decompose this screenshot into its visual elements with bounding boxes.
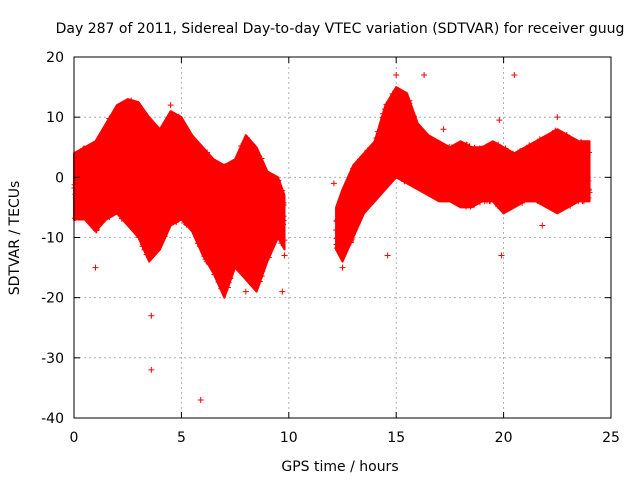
outlier-point (393, 72, 400, 79)
axis-ticks: 0 5 10 15 20 25 -40 -30 -20 -10 0 10 20 (41, 50, 620, 446)
outlier-point (384, 252, 391, 259)
outlier-point (279, 288, 286, 295)
outlier-point (167, 213, 174, 220)
outlier-point (539, 222, 546, 229)
y-tick-label: 20 (46, 50, 64, 66)
outlier-point (281, 252, 288, 259)
y-tick-label: -30 (41, 351, 64, 367)
y-tick-label: -10 (41, 231, 64, 247)
outlier-point (242, 288, 249, 295)
outlier-point (148, 312, 155, 319)
outlier-point (92, 264, 99, 271)
chart-title: Day 287 of 2011, Sidereal Day-to-day VTE… (56, 21, 625, 37)
x-tick-label: 20 (495, 430, 513, 446)
y-tick-label: -20 (41, 291, 64, 307)
outlier-point (457, 168, 464, 175)
x-tick-label: 5 (177, 430, 186, 446)
outlier-point (421, 72, 428, 79)
outlier-point (498, 252, 505, 259)
outlier-point (511, 72, 518, 79)
outlier-point (197, 396, 204, 403)
data-points (71, 72, 593, 403)
outlier-point (167, 102, 174, 109)
outlier-point (339, 264, 346, 271)
data-point-cloud (73, 98, 286, 299)
y-tick-label: 0 (55, 170, 64, 186)
x-tick-label: 15 (387, 430, 405, 446)
y-tick-label: -40 (41, 411, 64, 427)
x-axis-label: GPS time / hours (281, 459, 398, 475)
outlier-point (440, 126, 447, 133)
y-axis-label: SDTVAR / TECUs (7, 181, 23, 296)
x-tick-label: 25 (602, 430, 620, 446)
x-tick-label: 10 (280, 430, 298, 446)
outlier-point (148, 366, 155, 373)
y-tick-label: 10 (46, 110, 64, 126)
data-point-cloud (335, 86, 591, 263)
x-tick-label: 0 (70, 430, 79, 446)
outlier-point (554, 114, 561, 121)
outlier-point (330, 180, 337, 187)
outlier-point (496, 117, 503, 124)
